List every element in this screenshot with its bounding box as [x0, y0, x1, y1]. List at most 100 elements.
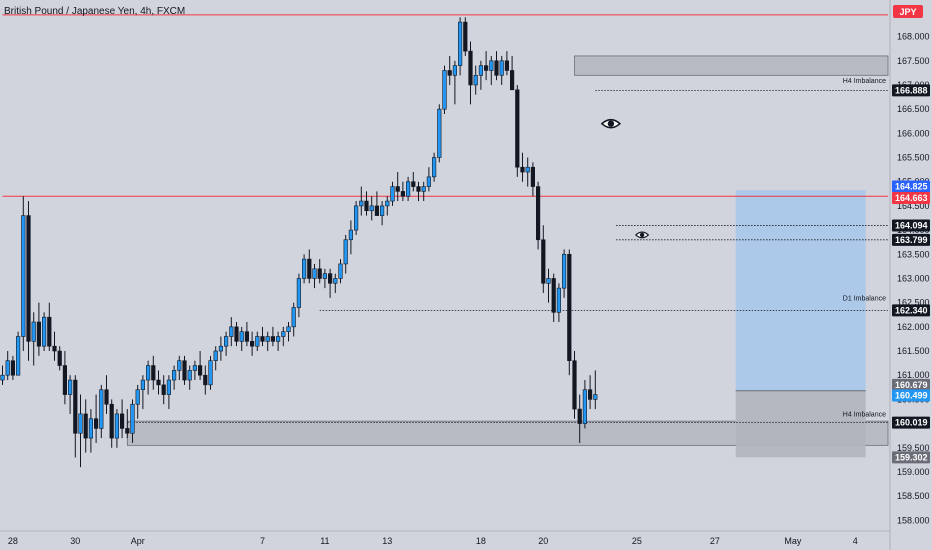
candle [359, 186, 364, 216]
position-profit-area[interactable] [735, 190, 866, 391]
time-tick-label: 18 [476, 536, 486, 546]
candle [73, 375, 78, 458]
candle [468, 41, 473, 105]
imbalance-zone-0 [574, 55, 889, 76]
price-tick-label: 166.500 [897, 104, 930, 114]
candle [36, 302, 41, 356]
candle [21, 196, 26, 352]
price-tag: 159.302 [892, 451, 930, 464]
candle-body [561, 253, 567, 289]
candle-body [109, 403, 114, 439]
candle-body [405, 181, 411, 197]
candle-body [447, 70, 452, 76]
candle-body [348, 229, 354, 241]
time-tick-label: 13 [382, 536, 392, 546]
price-tag-label: 160.499 [895, 391, 928, 401]
candle [208, 355, 213, 390]
candle-body [130, 403, 135, 434]
price-tick-label: 165.500 [897, 153, 930, 163]
price-tick-label: 162.000 [897, 322, 930, 332]
candle [343, 234, 348, 274]
candle [567, 249, 572, 376]
price-tag-bg [892, 180, 930, 193]
candle [88, 409, 93, 453]
price-tick-label: 168.000 [897, 32, 930, 42]
candle [426, 167, 432, 192]
candle-body [218, 345, 224, 352]
candle [239, 326, 244, 352]
candle [255, 331, 260, 352]
candle [286, 322, 291, 342]
candle [0, 365, 5, 385]
candle-body [593, 394, 598, 400]
candle-body [572, 360, 577, 410]
time-tick-label: 28 [8, 536, 18, 546]
candle-body [156, 379, 161, 386]
candle [31, 312, 36, 366]
candle-body [400, 191, 406, 197]
candle-body [208, 360, 213, 386]
candle-body [437, 108, 442, 158]
candle [551, 273, 556, 322]
candle [312, 263, 317, 289]
candle-body [260, 336, 265, 342]
candle [187, 365, 192, 390]
candle [489, 55, 494, 85]
time-tick-label: 11 [320, 536, 329, 546]
candle-body [26, 215, 31, 342]
candle-body [229, 326, 234, 337]
candle [333, 273, 338, 293]
candle [499, 55, 504, 85]
price-tag-label: 160.679 [895, 380, 928, 390]
candle-body [338, 263, 343, 279]
price-tag: 162.340 [892, 304, 930, 317]
candle-body [198, 365, 203, 376]
candle [47, 302, 52, 352]
candle-body [333, 278, 338, 284]
price-tag-label: 164.663 [895, 193, 928, 203]
price-tick-label: 167.500 [897, 56, 930, 66]
candle-body [582, 389, 587, 424]
price-axis[interactable]: 158.000158.500159.000159.500160.000160.5… [889, 0, 930, 550]
candle [520, 152, 525, 182]
candle-body [374, 205, 380, 216]
candle-body [78, 413, 83, 434]
time-axis[interactable]: 28 30 Apr 7 11 13 18 20 25 27 May 4 [0, 530, 890, 546]
candle [509, 55, 515, 91]
candle [390, 181, 395, 206]
candle [421, 181, 426, 202]
candle [457, 17, 463, 76]
candle-body [172, 370, 177, 381]
candle [244, 322, 250, 347]
candle [265, 331, 270, 352]
eye-icon [600, 118, 622, 129]
candle [504, 51, 510, 76]
candle [572, 351, 577, 419]
candle [556, 283, 561, 322]
position-loss-area[interactable] [735, 390, 866, 458]
candle [364, 191, 369, 216]
candles-layer [0, 17, 598, 468]
price-tag-bg [892, 219, 930, 232]
candle-body [551, 278, 556, 313]
candle-body [10, 360, 16, 376]
price-tag-bg [892, 451, 930, 464]
price-tick-label: 159.000 [897, 467, 930, 477]
candle-body [213, 350, 218, 361]
zone-labels-layer: H4 Imbalance D1 Imbalance H4 Imbalance [843, 78, 886, 419]
candle [68, 375, 73, 414]
price-tag-label: 162.340 [895, 305, 928, 315]
candle-body [483, 65, 489, 71]
candle [327, 268, 333, 298]
candle-body [468, 50, 473, 86]
candle [307, 249, 312, 284]
candle [130, 399, 135, 443]
candle-body [83, 413, 88, 439]
candle [109, 399, 114, 448]
candle [353, 201, 359, 235]
currency-badge[interactable]: JPY [893, 5, 923, 18]
candle [338, 259, 343, 284]
candle-body [255, 336, 260, 347]
position-box[interactable] [735, 190, 866, 458]
